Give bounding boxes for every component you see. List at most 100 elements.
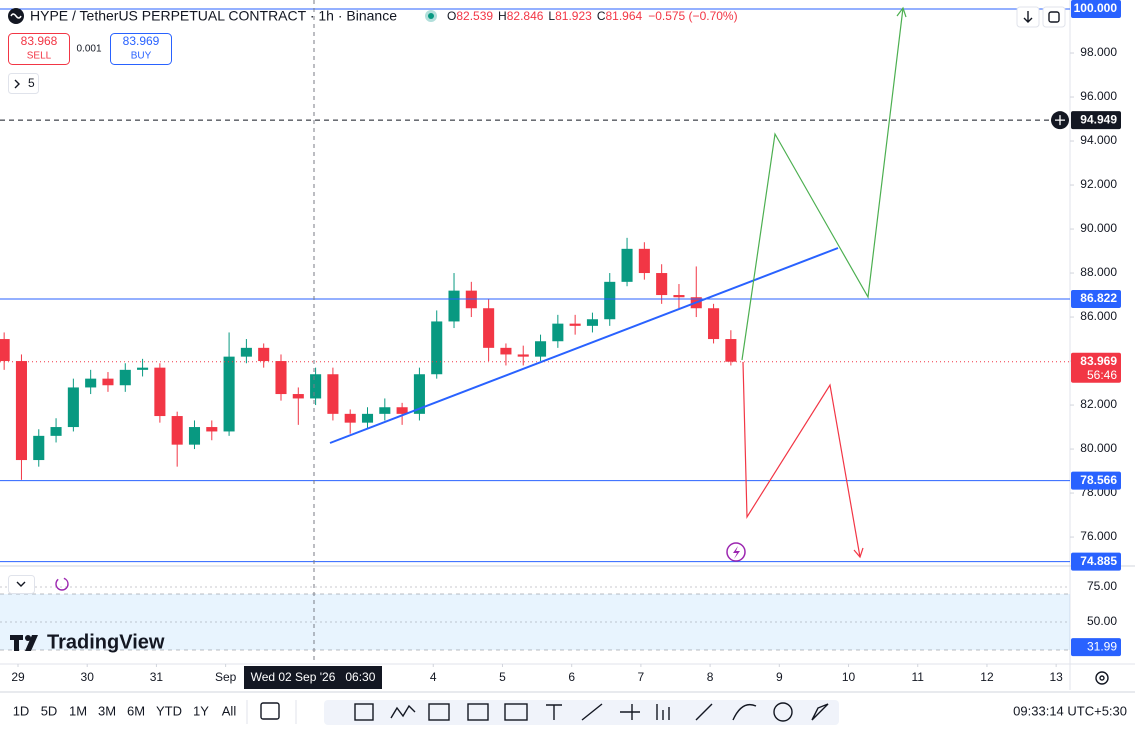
y-tick-label: 76.000 <box>1080 529 1117 543</box>
h-value: 82.846 <box>507 9 544 23</box>
watermark: TradingView <box>10 631 165 653</box>
candle-body <box>569 323 581 326</box>
x-tick-label: 10 <box>842 670 856 684</box>
x-tick-label: Sep <box>215 670 237 684</box>
y-tick-label: 94.000 <box>1080 133 1117 147</box>
clock: 09:33:14 UTC+5:30 <box>1013 703 1127 718</box>
candle-body <box>310 374 322 399</box>
rsi-refresh[interactable] <box>55 577 69 591</box>
pattern-tool[interactable] <box>467 703 489 721</box>
buy-button[interactable] <box>110 33 172 65</box>
brush-tool[interactable] <box>732 703 757 721</box>
buy-price: 83.969 <box>123 34 160 48</box>
candle-body <box>171 416 183 445</box>
events-icon[interactable] <box>726 542 746 562</box>
trend-tool[interactable] <box>695 703 713 721</box>
level-label-box <box>1071 0 1121 19</box>
timeframe-button[interactable]: 3M <box>98 703 116 718</box>
x-tick-label: 5 <box>499 670 506 684</box>
rsi-band <box>0 594 1070 650</box>
candle-body <box>119 369 131 386</box>
x-tick-label: 8 <box>707 670 714 684</box>
symbol-title[interactable]: HYPE / TetherUS PERPETUAL CONTRACT · 1h … <box>30 8 397 24</box>
candle-body <box>673 295 685 298</box>
text-tool[interactable] <box>546 704 562 720</box>
candle-body <box>206 427 218 432</box>
timeframe-button[interactable]: YTD <box>156 703 182 718</box>
candle-body <box>188 427 201 445</box>
y-tick-label: 50.00 <box>1087 614 1117 628</box>
candle-body <box>361 413 374 423</box>
sell-label: SELL <box>27 51 52 62</box>
indicators-toggle[interactable] <box>8 73 39 94</box>
l-label: L <box>548 9 555 23</box>
c-value: 81.964 <box>605 9 642 23</box>
candle-body <box>15 361 27 461</box>
timeframe-button[interactable]: 5D <box>41 703 58 718</box>
candle-body <box>67 387 79 428</box>
candle-body <box>102 378 114 386</box>
level-label: 78.566 <box>1080 473 1117 487</box>
cursor-tool[interactable] <box>811 703 829 721</box>
candle-body <box>483 308 495 348</box>
events-icon-bolt <box>733 546 740 559</box>
rect-tool[interactable] <box>354 703 374 721</box>
candle-body <box>517 354 529 357</box>
candle-body <box>621 248 633 282</box>
settings-icon[interactable] <box>1095 671 1109 685</box>
candle-body <box>33 435 45 461</box>
bear-path-drawing <box>742 361 861 558</box>
candle-body <box>292 394 304 399</box>
arrow-head <box>853 547 864 559</box>
logo-mark <box>25 635 31 641</box>
candle-body <box>396 407 408 414</box>
measure-tool[interactable] <box>620 704 640 720</box>
candle-body <box>137 367 149 370</box>
level-label: 100.000 <box>1074 1 1118 15</box>
forecast-tool[interactable] <box>504 703 528 721</box>
level-label-box <box>1071 289 1121 308</box>
candle-body <box>604 281 616 320</box>
candle-body <box>379 407 391 414</box>
y-tick-label: 86.000 <box>1080 309 1117 323</box>
timeframe-button[interactable]: 6M <box>127 703 145 718</box>
timeframe-button[interactable]: 1D <box>13 703 30 718</box>
calendar-icon[interactable] <box>260 702 280 720</box>
c-label: C <box>597 9 606 23</box>
spread: 0.001 <box>76 44 101 55</box>
level-label-box <box>1071 471 1121 490</box>
x-tick-label: 12 <box>980 670 994 684</box>
logo-text: TradingView <box>47 631 165 653</box>
candle-body <box>638 248 650 274</box>
candle-body <box>708 308 720 340</box>
price-pane: 76.00078.00080.00082.00084.00086.00088.0… <box>0 0 1121 571</box>
path-tool[interactable] <box>390 704 416 719</box>
eye-tool[interactable] <box>773 702 793 722</box>
fullscreen-button[interactable] <box>1042 6 1066 28</box>
candle-body <box>85 378 97 388</box>
candle-body <box>0 339 10 362</box>
timeframe-button[interactable]: 1Y <box>193 703 209 718</box>
candle-body <box>344 413 356 423</box>
rsi-collapse[interactable] <box>8 575 35 594</box>
last-price-label: 83.969 <box>1080 354 1117 368</box>
y-tick-label: 75.00 <box>1087 579 1117 593</box>
y-tick-label: 82.000 <box>1080 397 1117 411</box>
symbol-logo-mark <box>10 13 22 19</box>
rsi-last-label: 31.99 <box>1087 639 1117 653</box>
o-label: O <box>447 9 456 23</box>
x-tick-label: 6 <box>568 670 575 684</box>
candle-body <box>586 319 598 326</box>
timeframe-button[interactable]: 1M <box>69 703 87 718</box>
x-tick-label: 4 <box>430 670 437 684</box>
y-tick-label: 92.000 <box>1080 177 1117 191</box>
sell-button[interactable] <box>8 33 70 65</box>
candle-body <box>154 367 166 417</box>
line-tool[interactable] <box>581 703 603 721</box>
fullscreen-icon <box>1048 11 1060 23</box>
fib-tool[interactable] <box>428 703 450 721</box>
volume-tool[interactable] <box>656 704 670 720</box>
timeframe-button[interactable]: All <box>222 703 237 718</box>
